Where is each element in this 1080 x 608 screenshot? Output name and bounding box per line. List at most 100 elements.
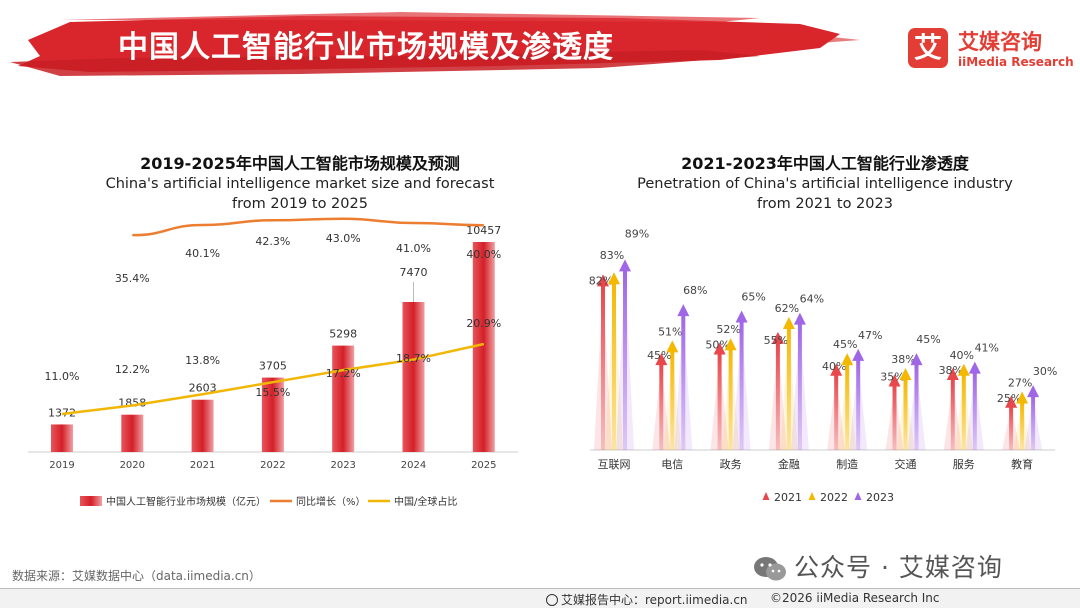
market-size-bar-2019 <box>51 424 73 452</box>
penetration-arrow-head-电信-2022 <box>666 340 679 353</box>
penetration-label-政务-2021: 50% <box>705 339 729 352</box>
growth-label-2020: 35.4% <box>115 272 150 285</box>
penetration-arrow-head-制造-2022 <box>841 353 854 366</box>
market-size-bar-2022 <box>261 377 284 452</box>
penetration-arrow-shaft-服务-2022 <box>961 374 966 450</box>
category-label-电信: 电信 <box>661 458 683 471</box>
wechat-icon <box>754 557 786 581</box>
penetration-arrow-shaft-教育-2021 <box>1009 406 1014 450</box>
market-size-label-2022: 3705 <box>259 360 287 373</box>
penetration-label-服务-2022: 40% <box>950 349 974 362</box>
right-chart-subtitle-2: from 2021 to 2023 <box>757 196 893 212</box>
penetration-arrow-shaft-金融-2023 <box>797 323 802 450</box>
left-chart-subtitle-2: from 2019 to 2025 <box>232 196 368 212</box>
legend-2022: 2022 <box>820 491 848 504</box>
penetration-arrow-shaft-互联网-2021 <box>601 285 605 450</box>
penetration-arrow-shaft-金融-2021 <box>775 342 780 450</box>
market-size-bar-2025 <box>472 242 495 452</box>
penetration-label-服务-2023: 41% <box>975 342 999 355</box>
category-label-政务: 政务 <box>720 457 742 471</box>
penetration-label-交通-2022: 38% <box>891 353 915 366</box>
penetration-arrow-head-交通-2022 <box>899 368 912 381</box>
penetration-label-政务-2023: 65% <box>741 291 765 304</box>
penetration-arrow-shaft-政务-2023 <box>739 321 744 450</box>
penetration-label-交通-2021: 35% <box>880 370 904 383</box>
penetration-arrow-shaft-服务-2021 <box>950 379 955 450</box>
market-size-bar-2021 <box>191 399 214 452</box>
penetration-chart: 82% 83%89% 互联网 45% 51% 68% 电信 50% 52% 65% 政务 55% 62%… <box>589 227 1058 504</box>
penetration-label-制造-2023: 47% <box>858 329 882 342</box>
category-label-互联网: 互联网 <box>598 458 631 471</box>
logo-en-text: iiMedia Research <box>958 55 1074 69</box>
growth-label-2021: 40.1% <box>185 247 220 260</box>
category-label-制造: 制造 <box>836 457 858 471</box>
x-tick-2021: 2021 <box>190 460 215 471</box>
penetration-arrow-head-教育-2023 <box>1027 385 1040 398</box>
penetration-arrow-head-电信-2021 <box>655 353 668 366</box>
penetration-arrow-shaft-教育-2023 <box>1031 396 1036 450</box>
footer-bar <box>0 588 1080 608</box>
watermark-text: 公众号 · 艾媒咨询 <box>794 553 1003 582</box>
penetration-label-制造-2022: 45% <box>833 338 857 351</box>
wechat-watermark: 公众号 · 艾媒咨询 <box>752 548 1003 584</box>
share-label-2023: 17.2% <box>326 367 361 380</box>
penetration-arrow-head-金融-2021 <box>771 331 784 344</box>
share-label-2025: 20.9% <box>466 317 501 330</box>
share-label-2024: 18.7% <box>396 352 431 365</box>
penetration-label-制造-2021: 40% <box>822 360 846 373</box>
copyright: ©2026 iiMedia Research Inc <box>770 591 940 605</box>
penetration-arrow-head-服务-2023 <box>968 361 981 374</box>
legend-growth: 同比增长（%） <box>296 495 366 508</box>
penetration-label-电信-2021: 45% <box>647 349 671 362</box>
penetration-arrow-head-金融-2023 <box>793 312 806 325</box>
legend-2023: 2023 <box>866 491 894 504</box>
penetration-label-互联网-2022: 83% <box>600 249 624 262</box>
growth-label-2025: 40.0% <box>466 248 501 261</box>
penetration-label-交通-2023: 45% <box>916 333 940 346</box>
penetration-arrow-shaft-交通-2021 <box>892 385 897 450</box>
x-tick-2024: 2024 <box>401 460 426 471</box>
penetration-arrow-shaft-制造-2023 <box>856 359 861 450</box>
footer-divider <box>0 588 1080 589</box>
penetration-label-教育-2022: 27% <box>1008 376 1032 389</box>
penetration-arrow-head-教育-2021 <box>1005 395 1018 408</box>
penetration-arrow-head-电信-2023 <box>677 304 690 317</box>
penetration-label-互联网-2021: 82% <box>589 274 613 287</box>
penetration-arrow-head-服务-2022 <box>957 363 970 376</box>
penetration-label-金融-2023: 64% <box>800 293 824 306</box>
growth-label-2022: 42.3% <box>255 235 290 248</box>
penetration-arrow-shaft-政务-2022 <box>728 349 733 450</box>
penetration-arrow-head-政务-2022 <box>724 338 737 351</box>
penetration-arrow-shaft-交通-2023 <box>914 364 919 450</box>
legend-arrow-2023 <box>854 492 862 500</box>
market-size-bar-2024 <box>402 301 425 452</box>
left-chart-subtitle-1: China's artificial intelligence market s… <box>105 176 495 192</box>
penetration-label-教育-2021: 25% <box>997 392 1021 405</box>
penetration-label-互联网-2023: 89% <box>625 227 649 240</box>
penetration-label-电信-2022: 51% <box>658 325 682 338</box>
penetration-arrow-shaft-交通-2022 <box>903 379 908 450</box>
penetration-arrow-head-政务-2023 <box>735 310 748 323</box>
penetration-arrow-head-互联网-2023 <box>619 259 631 272</box>
legend-arrow-2022 <box>808 492 816 500</box>
penetration-arrow-head-交通-2023 <box>910 353 923 366</box>
x-tick-2023: 2023 <box>330 460 355 471</box>
left-chart-title-cn: 2019-2025年中国人工智能市场规模及预测 <box>140 154 460 173</box>
penetration-arrow-shaft-电信-2021 <box>659 364 664 450</box>
penetration-arrow-shaft-服务-2023 <box>972 372 977 450</box>
legend-market-size: 中国人工智能行业市场规模（亿元） <box>106 495 266 508</box>
title-banner <box>10 12 860 76</box>
legend-arrow-2021 <box>762 492 770 500</box>
right-chart-title: 2021-2023年中国人工智能行业渗透度 Penetration of Chi… <box>585 150 1065 214</box>
penetration-label-服务-2021: 38% <box>939 364 963 377</box>
share-label-2022: 15.5% <box>255 386 290 399</box>
share-line <box>61 342 485 416</box>
penetration-label-金融-2022: 62% <box>775 302 799 315</box>
market-size-label-2024: 7470 <box>400 266 428 279</box>
penetration-arrow-head-交通-2021 <box>888 374 901 387</box>
penetration-label-电信-2023: 68% <box>683 284 707 297</box>
legend-bar-swatch <box>80 496 102 506</box>
share-label-2020: 12.2% <box>115 363 150 376</box>
report-center-text: 艾媒报告中心：report.iimedia.cn <box>561 593 748 607</box>
logo-mark: 艾 <box>908 28 948 68</box>
